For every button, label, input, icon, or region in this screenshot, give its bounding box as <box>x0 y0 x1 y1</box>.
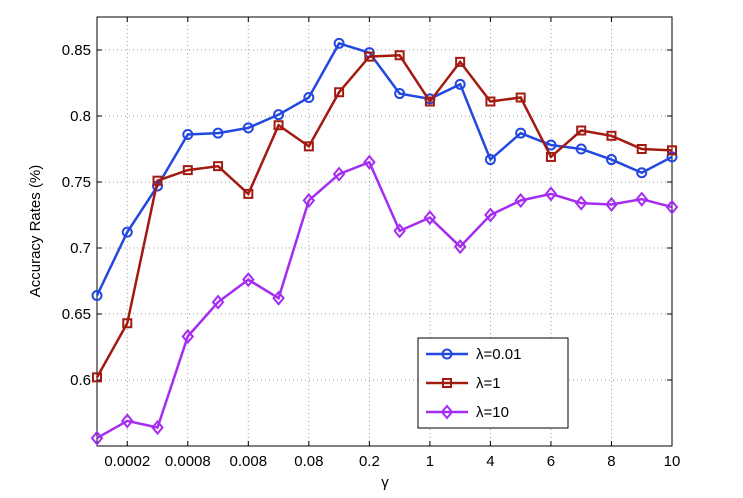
marker <box>92 372 102 383</box>
series-line <box>96 160 673 440</box>
marker <box>213 161 224 172</box>
marker <box>605 154 617 166</box>
marker <box>332 166 346 182</box>
y-tick-label: 0.7 <box>70 240 91 257</box>
plot-area <box>97 17 672 446</box>
marker <box>440 404 454 420</box>
marker <box>242 122 254 134</box>
marker <box>576 125 587 136</box>
x-tick-label: 6 <box>547 453 555 470</box>
marker <box>243 188 254 199</box>
marker <box>333 37 345 49</box>
x-tick-label: 8 <box>607 453 615 470</box>
marker <box>635 191 649 207</box>
marker <box>423 210 437 226</box>
x-tick-label: 0.0002 <box>104 453 150 470</box>
marker <box>152 175 163 186</box>
y-tick-label: 0.75 <box>62 174 91 191</box>
marker <box>121 226 133 238</box>
marker <box>453 239 467 255</box>
marker <box>212 127 224 139</box>
marker <box>606 130 617 141</box>
marker <box>636 167 648 179</box>
legend-label: λ=1 <box>476 375 501 392</box>
marker <box>242 272 255 288</box>
x-tick-label: 1 <box>426 453 434 470</box>
marker <box>441 348 453 360</box>
marker <box>273 120 284 131</box>
marker <box>334 87 345 98</box>
marker <box>454 78 466 90</box>
series-line <box>95 54 673 378</box>
plot-frame <box>96 16 673 447</box>
x-tick-label: 0.008 <box>230 453 268 470</box>
marker <box>303 92 315 104</box>
marker <box>302 192 316 209</box>
marker <box>393 223 406 239</box>
marker <box>120 413 134 429</box>
marker <box>91 290 103 302</box>
y-tick-label: 0.8 <box>70 108 91 125</box>
marker <box>151 419 164 436</box>
marker <box>181 328 195 345</box>
marker <box>273 109 285 121</box>
marker <box>484 154 496 166</box>
marker <box>544 186 558 202</box>
y-tick-label: 0.85 <box>62 42 91 59</box>
marker <box>575 143 587 155</box>
marker <box>182 128 194 140</box>
marker <box>484 207 497 223</box>
marker <box>211 294 225 310</box>
marker <box>90 430 104 446</box>
x-axis-label: γ <box>381 474 389 491</box>
marker <box>442 378 452 388</box>
marker <box>665 199 679 215</box>
x-tick-label: 0.2 <box>359 453 380 470</box>
x-tick-label: 0.0008 <box>165 453 211 470</box>
marker <box>514 192 527 209</box>
marker <box>394 88 406 100</box>
x-tick-label: 0.08 <box>294 453 323 470</box>
marker <box>545 151 556 162</box>
x-tick-label: 10 <box>664 453 681 470</box>
y-tick-label: 0.65 <box>62 306 91 323</box>
marker <box>303 141 314 152</box>
marker <box>515 92 526 103</box>
y-tick-label: 0.6 <box>70 372 91 389</box>
marker <box>364 51 375 62</box>
marker <box>545 139 557 151</box>
marker <box>574 195 588 211</box>
legend-label: λ=10 <box>476 404 509 421</box>
marker <box>666 151 678 163</box>
y-axis-label: Accuracy Rates (%) <box>27 165 44 298</box>
legend-label: λ=0.01 <box>476 346 521 363</box>
marker <box>455 56 466 67</box>
marker <box>424 96 435 107</box>
marker <box>667 145 677 156</box>
marker <box>272 290 285 306</box>
marker <box>182 165 193 176</box>
marker <box>485 96 496 107</box>
marker <box>636 144 647 154</box>
x-tick-label: 4 <box>486 453 494 470</box>
marker <box>394 50 405 61</box>
marker <box>122 318 133 329</box>
marker <box>363 154 376 170</box>
marker <box>605 196 618 213</box>
marker <box>515 127 527 139</box>
